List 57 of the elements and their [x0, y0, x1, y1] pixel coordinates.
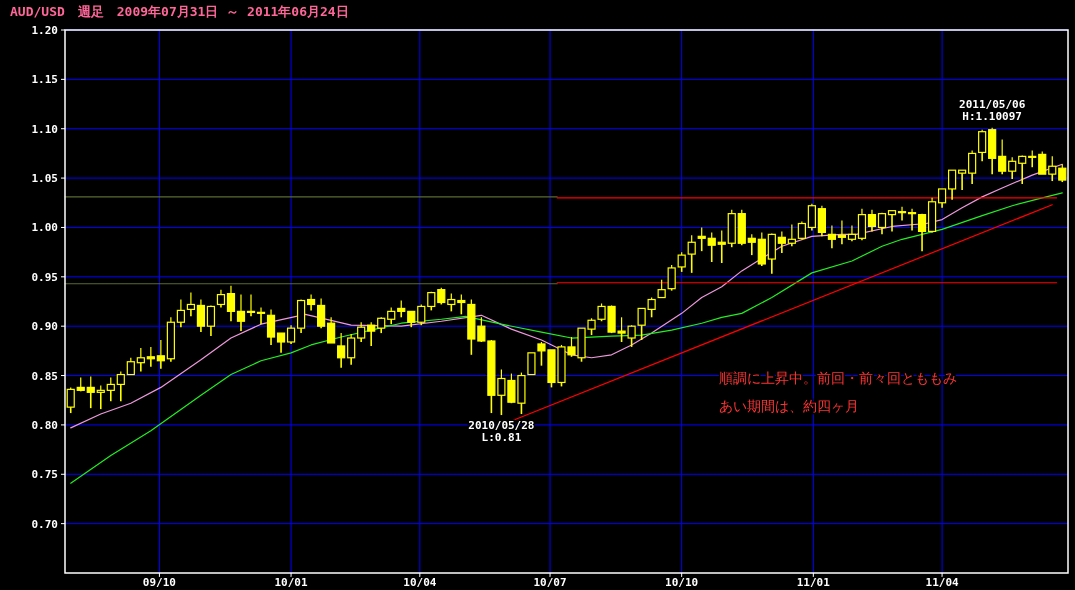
x-tick-label: 10/07: [533, 576, 567, 589]
candlestick: [877, 213, 887, 236]
candlestick: [978, 129, 987, 163]
candlestick: [266, 308, 276, 346]
x-tick-label: 11/04: [925, 576, 960, 589]
x-tick-label: 09/10: [142, 576, 176, 589]
candlestick: [296, 299, 306, 334]
candlestick: [377, 317, 386, 334]
candlestick: [917, 214, 927, 252]
chart-title: AUD/USD 週足 2009年07月31日 ～ 2011年06月24日: [10, 4, 349, 19]
candlestick: [317, 297, 326, 329]
y-tick-label: 1.05: [31, 172, 58, 186]
candlestick: [857, 208, 867, 242]
candlestick: [176, 298, 185, 328]
candlestick: [286, 324, 296, 345]
candlestick: [216, 289, 226, 309]
candlestick: [867, 209, 877, 233]
x-tick-label: 10/01: [274, 576, 308, 589]
candlestick: [206, 305, 216, 337]
y-tick-label: 1.15: [31, 73, 58, 87]
y-tick-label: 0.75: [31, 468, 58, 482]
candlestick: [968, 149, 977, 185]
candlestick: [827, 224, 837, 249]
candlestick: [817, 205, 827, 238]
candlestick: [337, 332, 346, 369]
y-tick-label: 0.90: [31, 320, 58, 334]
candlestick: [226, 285, 236, 323]
y-tick-label: 1.20: [31, 24, 58, 37]
candlestick: [797, 220, 806, 239]
candlestick: [767, 233, 776, 275]
x-tick-label: 10/04: [403, 576, 437, 589]
y-tick-label: 1.10: [31, 122, 58, 136]
candlestick: [988, 127, 997, 175]
y-tick-label: 0.95: [31, 270, 58, 284]
candlestick: [417, 303, 426, 326]
candlestick: [427, 292, 436, 312]
candlestick: [66, 386, 75, 414]
candlestick: [156, 339, 165, 370]
y-tick-label: 0.85: [31, 369, 58, 383]
candlestick: [1018, 155, 1027, 185]
candlestick: [236, 293, 246, 332]
candlestick: [847, 224, 857, 243]
x-tick-label: 10/10: [665, 576, 699, 589]
candlestick: [186, 292, 196, 318]
candlestick: [807, 203, 816, 232]
candlestick: [787, 223, 796, 248]
annotation: 2011/05/06 H:1.10097: [959, 97, 1026, 123]
candlestick: [196, 298, 206, 333]
y-tick-label: 0.80: [31, 418, 58, 432]
line-series: [70, 163, 1063, 429]
y-tick-label: 0.70: [31, 517, 58, 531]
candlestick: [166, 316, 175, 363]
candlestick: [927, 197, 937, 232]
line-series: [70, 192, 1063, 484]
x-tick-label: 11/01: [796, 576, 831, 589]
y-tick-label: 1.00: [31, 221, 58, 235]
candlestick: [306, 293, 316, 312]
